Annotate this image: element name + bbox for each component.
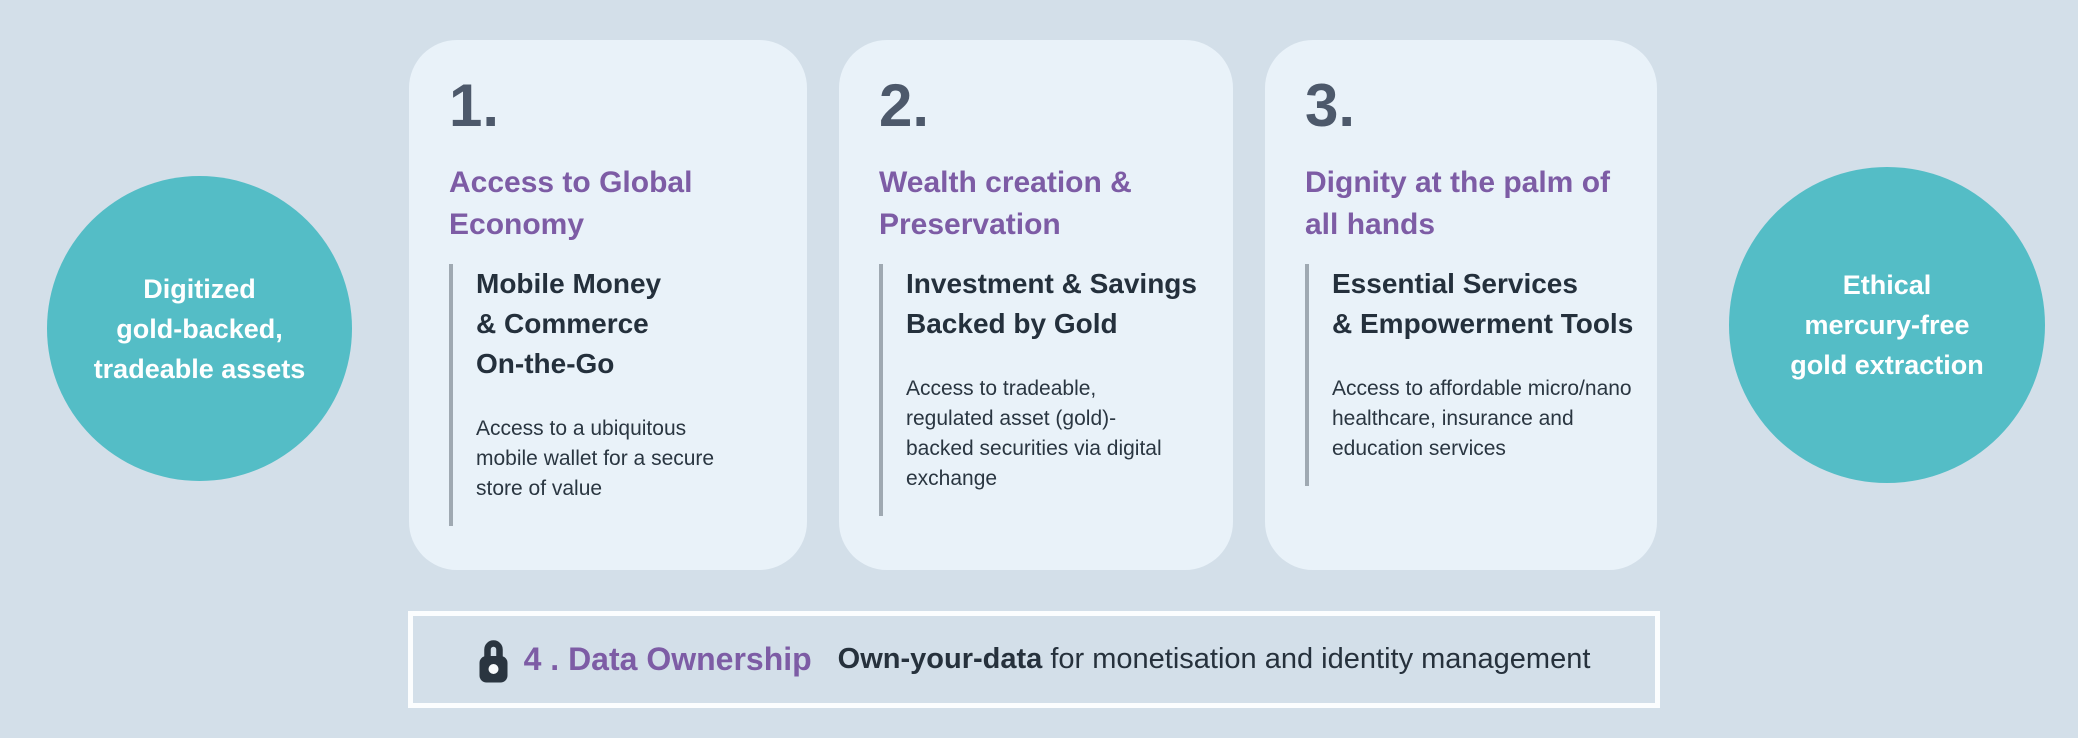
card-2-body: Access to tradeable, regulated asset (go… — [906, 377, 1162, 490]
card-1-rule-block: Mobile Money & Commerce On-the-Go Access… — [449, 264, 807, 526]
banner-number-label: 4 . Data Ownership — [523, 641, 812, 677]
left-circle-label: Digitized gold-backed, tradeable assets — [93, 273, 306, 384]
card-3-number: 3. — [1305, 72, 1356, 139]
left-circle: Digitized gold-backed, tradeable assets — [47, 176, 352, 481]
card-2-title: Wealth creation & Preservation — [879, 166, 1132, 241]
card-3-rule-block: Essential Services & Empowerment Tools A… — [1305, 264, 1657, 486]
data-ownership-banner: 4 . Data Ownership Own-your-data for mon… — [408, 611, 1660, 708]
card-2: 2. Wealth creation & Preservation Invest… — [839, 40, 1233, 570]
card-3: 3. Dignity at the palm of all hands Esse… — [1265, 40, 1657, 570]
card-1: 1. Access to Global Economy Mobile Money… — [409, 40, 807, 570]
card-3-title: Dignity at the palm of all hands — [1305, 166, 1611, 241]
card-2-number: 2. — [879, 72, 930, 139]
card-2-subtitle: Investment & Savings Backed by Gold — [906, 268, 1197, 339]
banner-rest-text: for monetisation and identity management — [1042, 643, 1591, 675]
card-3-subtitle: Essential Services & Empowerment Tools — [1332, 268, 1634, 339]
banner-text: Own-your-data for monetisation and ident… — [838, 643, 1591, 676]
card-1-number: 1. — [449, 72, 500, 139]
card-1-title: Access to Global Economy — [449, 166, 693, 241]
card-1-subtitle: Mobile Money & Commerce On-the-Go — [476, 268, 662, 379]
right-circle: Ethical mercury-free gold extraction — [1729, 167, 2045, 483]
card-3-body: Access to affordable micro/nano healthca… — [1332, 377, 1632, 460]
banner-bold-text: Own-your-data — [837, 643, 1043, 675]
lock-icon — [479, 640, 508, 683]
right-circle-label: Ethical mercury-free gold extraction — [1790, 270, 1984, 380]
card-2-rule-block: Investment & Savings Backed by Gold Acce… — [879, 264, 1233, 516]
card-1-body: Access to a ubiquitous mobile wallet for… — [476, 417, 715, 500]
